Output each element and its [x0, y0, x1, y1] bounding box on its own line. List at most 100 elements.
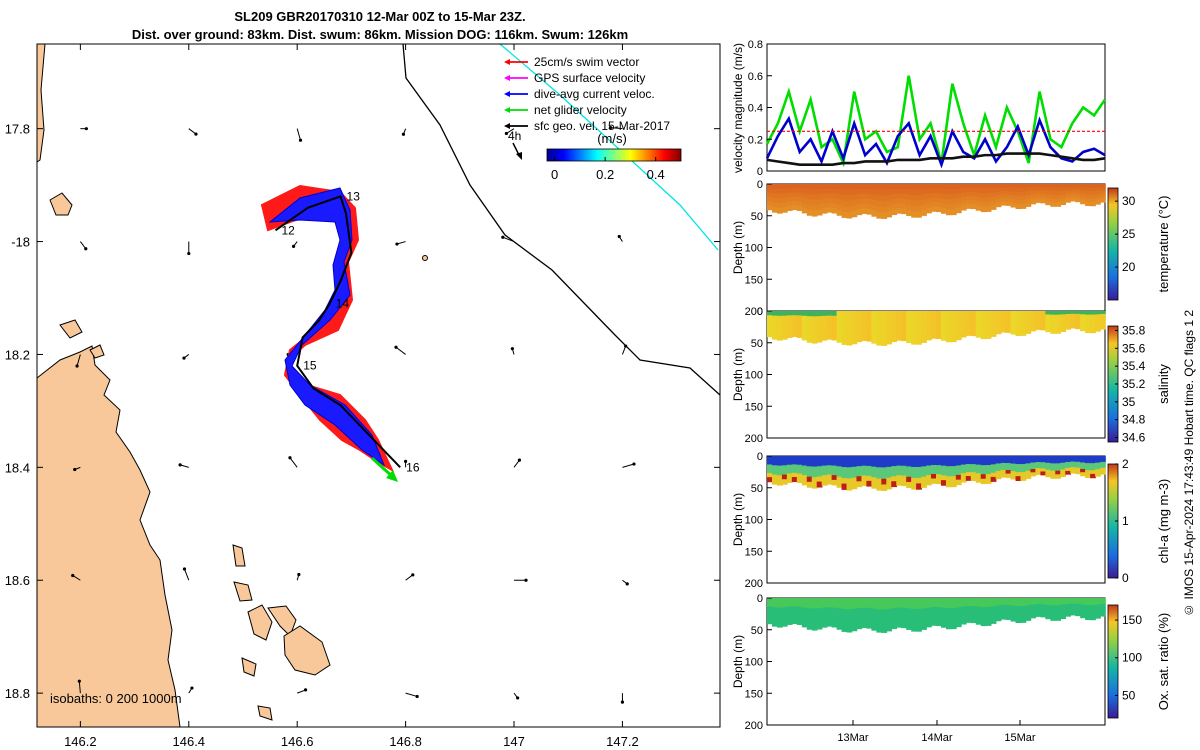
section-cell [1050, 311, 1057, 316]
section-cell [871, 456, 878, 463]
section-cell [1025, 616, 1032, 621]
section-cell [866, 612, 873, 619]
section-cell [826, 315, 833, 322]
section-cell [811, 316, 818, 323]
islands [49, 192, 428, 721]
section-cell [871, 316, 878, 323]
section-cell [1070, 316, 1076, 321]
section-cell [781, 611, 788, 618]
section-cell [896, 622, 903, 628]
section-cell [945, 331, 952, 338]
section-cell [1095, 197, 1101, 202]
section-cell [916, 200, 922, 207]
section-cell [980, 474, 987, 480]
section-cell [990, 327, 997, 333]
section-cell [891, 598, 898, 604]
section-cell [1000, 190, 1007, 196]
section-cell [1010, 322, 1017, 327]
section-cell [995, 198, 1002, 204]
geo-arrow-head [297, 572, 301, 577]
section-cell [1030, 320, 1037, 325]
section-cell [896, 320, 903, 327]
section-cell [955, 607, 962, 613]
section-cell [1035, 326, 1042, 330]
section-cell [911, 603, 917, 610]
section-cell [1065, 313, 1072, 318]
section-cell [936, 456, 942, 462]
section-cell [781, 184, 788, 190]
section-cell [1005, 601, 1012, 606]
section-cell [846, 603, 853, 611]
section-cell [1060, 472, 1067, 478]
section-cell [995, 601, 1002, 607]
section-cell [1080, 462, 1086, 467]
section-cell [1070, 189, 1076, 194]
section-cell [940, 622, 947, 628]
section-cell [806, 316, 813, 323]
section-cell [1035, 459, 1042, 463]
section-cell [806, 461, 813, 468]
section-cell [1000, 317, 1007, 323]
section-cell [1015, 188, 1022, 193]
section-cell [806, 204, 813, 211]
section-cell [1005, 470, 1012, 475]
section-cell [831, 330, 838, 336]
section-cell [821, 465, 828, 472]
section-cell [936, 474, 942, 480]
section-cell [796, 606, 803, 612]
section-cell [990, 460, 997, 466]
section-cell [985, 620, 992, 626]
section-cell [1000, 328, 1007, 333]
section-cell [980, 329, 987, 335]
section-cell [871, 321, 878, 328]
section-cell [891, 194, 898, 200]
section-cell [826, 621, 833, 627]
section-cell [776, 315, 783, 322]
section-cell [940, 598, 947, 604]
section-cell [1095, 462, 1101, 467]
section-cell [886, 194, 893, 202]
section-cell [866, 198, 873, 205]
section-cell [1005, 201, 1012, 206]
section-cell [936, 602, 942, 608]
section-cell [771, 456, 778, 462]
section-cell [881, 598, 888, 605]
section-cell [1095, 604, 1101, 609]
section-cell [821, 607, 828, 614]
section-cell [1050, 612, 1057, 618]
section-cell [1070, 319, 1076, 323]
section-cell [1085, 456, 1091, 461]
section-cell [945, 623, 952, 630]
section-cell [786, 619, 793, 625]
section-colorbar-tick-label: 35.2 [1122, 377, 1146, 391]
section-cell [1035, 314, 1042, 318]
section-cell [1000, 184, 1007, 189]
section-cell [1050, 598, 1057, 603]
section-cell [960, 205, 967, 211]
geo-arrow [76, 354, 81, 367]
section-cell [781, 188, 788, 195]
section-cell [776, 208, 783, 214]
section-cell [911, 466, 917, 474]
section-cell [921, 598, 927, 604]
section-cell [796, 324, 803, 330]
section-cell [1010, 329, 1017, 335]
section-cell [1080, 598, 1086, 603]
section-cell [1035, 193, 1042, 197]
section-cell [990, 319, 997, 325]
map-x-tick-label: 146.6 [281, 734, 314, 749]
section-cell [1070, 603, 1076, 608]
section-cell [866, 480, 873, 487]
section-cell [856, 204, 863, 211]
section-cell [886, 327, 893, 334]
section-cell [891, 199, 898, 205]
section-cell [801, 330, 808, 336]
section-cell [1080, 472, 1086, 477]
section-cell [866, 188, 873, 195]
section-cell [931, 201, 937, 208]
section-cell [1075, 600, 1081, 605]
section-cell [916, 625, 922, 632]
section-cell [995, 612, 1002, 618]
section-cell [985, 456, 992, 462]
section-cell [911, 332, 917, 340]
